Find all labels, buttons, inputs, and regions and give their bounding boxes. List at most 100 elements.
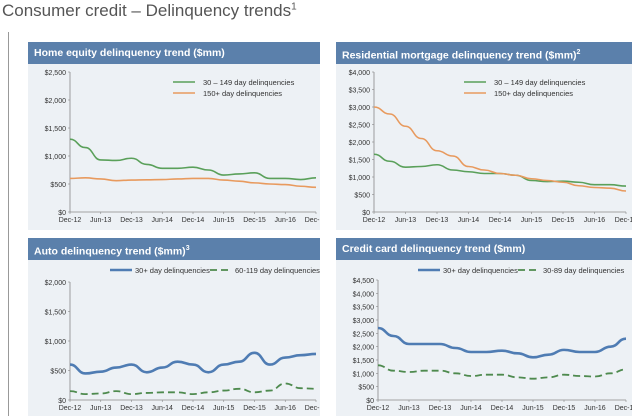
x-tick-label: Dec-15 (552, 217, 575, 224)
legend-label: 150+ day delinquencies (494, 89, 573, 98)
y-tick-label: $1,000 (45, 339, 67, 346)
x-tick-label: Jun-14 (458, 217, 480, 224)
y-tick-label: $1,500 (349, 158, 371, 165)
chart-title-text: Credit card delinquency trend ($mm) (342, 243, 526, 255)
page-title-text: Consumer credit – Delinquency trends (2, 1, 292, 20)
chart-svg: $0 $500 $1,000 $1,500 $2,000 $2,500 $3,000 $3,5… (353, 266, 632, 412)
y-tick-label: $2,500 (45, 70, 67, 77)
y-tick-label: $0 (58, 398, 66, 405)
chart-svg: $0 $500 $1,000 $1,500 $2,000 $2,500 $3,000 $3,5… (349, 70, 632, 224)
home-equity-chart-panel: Home equity delinquency trend ($mm) $0 $5… (28, 42, 320, 230)
x-tick-label: Jun-13 (90, 405, 112, 412)
divider (8, 32, 9, 416)
x-tick-label: Jun-16 (584, 217, 606, 224)
y-tick-label: $1,500 (45, 126, 67, 133)
y-tick-label: $3,500 (353, 305, 375, 312)
chart-title-text: Home equity delinquency trend ($mm) (34, 47, 225, 59)
x-tick-label: Jun-16 (275, 405, 297, 412)
x-tick-label: Jun-16 (275, 217, 297, 224)
x-tick-label: Jun-14 (152, 405, 174, 412)
legend-label: 150+ day delinquencies (203, 89, 282, 98)
x-tick-label: Dec-13 (429, 405, 452, 412)
series-line-1 (377, 364, 627, 380)
x-tick-label: Dec-12 (363, 217, 386, 224)
y-tick-label: $3,000 (349, 105, 371, 112)
x-tick-label: Dec-14 (182, 405, 205, 412)
x-tick-label: Dec-16 (615, 217, 632, 224)
x-tick-label: Dec-13 (426, 217, 449, 224)
x-tick-label: Jun-15 (213, 405, 235, 412)
y-tick-label: $3,500 (349, 88, 371, 95)
y-tick-label: $500 (358, 385, 374, 392)
chart-title: Home equity delinquency trend ($mm) (28, 42, 320, 64)
chart-svg: $0 $500 $1,000 $1,500 $2,000 $2,500 Dec-12 Jun-… (45, 70, 320, 224)
y-tick-label: $1,000 (353, 371, 375, 378)
legend-label: 30 – 149 day delinquencies (494, 78, 586, 87)
residential-mortgage-chart-panel: Residential mortgage delinquency trend (… (336, 42, 632, 230)
y-tick-label: $0 (366, 398, 374, 405)
x-tick-label: Jun-15 (213, 217, 235, 224)
page-title-footnote: 1 (291, 1, 297, 13)
y-tick-label: $500 (50, 369, 66, 376)
x-tick-label: Jun-15 (522, 405, 544, 412)
chart-title-text: Auto delinquency trend ($mm) (34, 245, 186, 258)
y-tick-label: $1,000 (349, 175, 371, 182)
chart-title-text: Residential mortgage delinquency trend (… (342, 49, 577, 62)
x-tick-label: Dec-16 (305, 217, 320, 224)
x-tick-label: Jun-13 (90, 217, 112, 224)
page-title: Consumer credit – Delinquency trends1 (2, 1, 297, 21)
y-tick-label: $0 (58, 210, 66, 217)
x-tick-label: Dec-16 (305, 405, 320, 412)
x-tick-label: Dec-15 (243, 405, 266, 412)
legend-label: 30+ day delinquencies (135, 266, 210, 275)
y-tick-label: $2,500 (349, 123, 371, 130)
x-tick-label: Dec-12 (59, 217, 82, 224)
legend-label: 30+ day delinquencies (443, 266, 518, 275)
x-tick-label: Jun-13 (395, 217, 417, 224)
x-tick-label: Jun-15 (521, 217, 543, 224)
series-line-1 (69, 177, 317, 189)
series-line-1 (373, 106, 627, 192)
x-tick-label: Dec-13 (120, 217, 143, 224)
y-tick-label: $0 (362, 210, 370, 217)
y-tick-label: $1,500 (353, 358, 375, 365)
series-line-1 (69, 382, 317, 396)
x-tick-label: Dec-14 (491, 405, 514, 412)
credit-card-chart-panel: Credit card delinquency trend ($mm) $0 $5… (336, 238, 632, 416)
y-tick-label: $4,000 (349, 70, 371, 77)
series-line-0 (377, 326, 627, 359)
legend-label: 60-119 day delinquencies (235, 266, 320, 275)
y-tick-label: $2,000 (349, 140, 371, 147)
auto-chart-panel: Auto delinquency trend ($mm)3 $0 $500 $1,0… (28, 238, 320, 416)
y-tick-label: $2,000 (353, 345, 375, 352)
chart-title-footnote: 2 (576, 49, 581, 56)
chart-svg: $0 $500 $1,000 $1,500 $2,000 Dec-12 Jun-13 Dec-… (45, 266, 320, 412)
chart-title: Auto delinquency trend ($mm)3 (28, 238, 320, 260)
series-line-0 (373, 153, 627, 187)
series-line-0 (69, 138, 317, 181)
x-tick-label: Jun-13 (398, 405, 420, 412)
y-tick-label: $4,000 (353, 291, 375, 298)
y-tick-label: $1,000 (45, 154, 67, 161)
x-tick-label: Jun-16 (584, 405, 606, 412)
y-tick-label: $4,500 (353, 278, 375, 285)
y-tick-label: $3,000 (353, 318, 375, 325)
x-tick-label: Dec-12 (367, 405, 390, 412)
chart-title: Residential mortgage delinquency trend (… (336, 42, 632, 64)
x-tick-label: Dec-15 (553, 405, 576, 412)
x-tick-label: Jun-14 (460, 405, 482, 412)
x-tick-label: Dec-13 (120, 405, 143, 412)
x-tick-label: Dec-12 (59, 405, 82, 412)
legend-label: 30 – 149 day delinquencies (203, 78, 295, 87)
y-tick-label: $1,500 (45, 310, 67, 317)
y-tick-label: $500 (354, 193, 370, 200)
x-tick-label: Dec-14 (182, 217, 205, 224)
legend-label: 30-89 day delinquencies (543, 266, 625, 275)
y-tick-label: $2,000 (45, 280, 67, 287)
series-line-0 (69, 351, 317, 375)
chart-title: Credit card delinquency trend ($mm) (336, 238, 632, 260)
x-tick-label: Dec-15 (243, 217, 266, 224)
y-tick-label: $2,500 (353, 331, 375, 338)
x-tick-label: Dec-14 (489, 217, 512, 224)
y-tick-label: $500 (50, 182, 66, 189)
